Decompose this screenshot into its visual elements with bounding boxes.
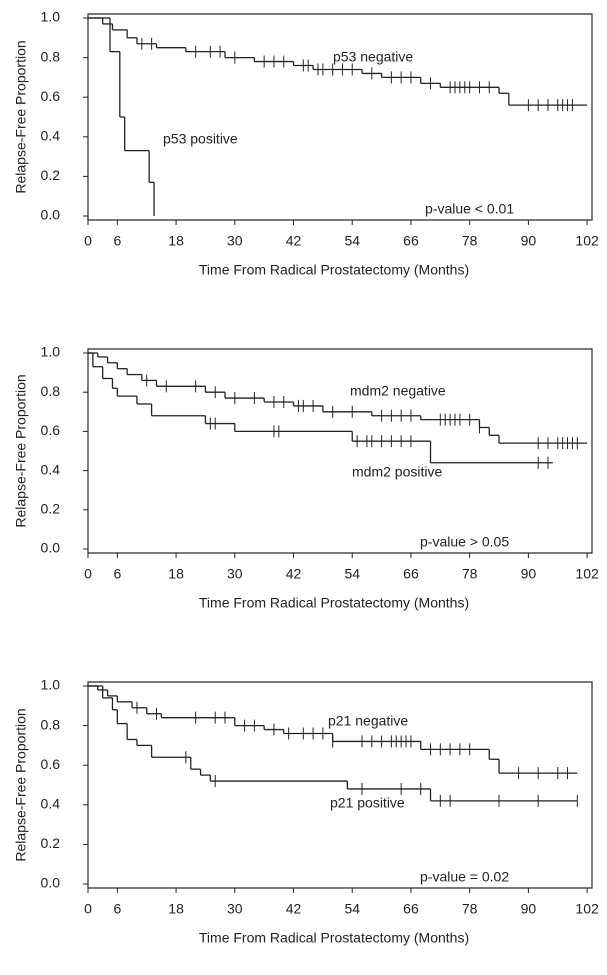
x-tick-label: 18 (168, 233, 184, 249)
y-axis-title: Relapse-Free Proportion (13, 708, 29, 861)
x-tick-label: 18 (168, 901, 184, 917)
x-tick-label: 18 (168, 566, 184, 582)
y-axis-title: Relapse-Free Proportion (13, 40, 29, 193)
y-tick-label: 1.0 (41, 9, 61, 25)
x-tick-label: 42 (286, 566, 302, 582)
y-tick-label: 0.0 (41, 207, 61, 223)
series-label: p53 positive (163, 131, 238, 147)
x-tick-label: 0 (84, 901, 92, 917)
x-tick-label: 0 (84, 233, 92, 249)
x-tick-label: 102 (575, 901, 599, 917)
annotation: p-value = 0.02 (420, 869, 509, 885)
y-tick-label: 0.2 (41, 501, 61, 517)
x-tick-label: 78 (462, 901, 478, 917)
x-tick-label: 0 (84, 566, 92, 582)
x-tick-label: 90 (521, 233, 537, 249)
y-tick-label: 0.6 (41, 756, 61, 772)
x-tick-label: 30 (227, 566, 243, 582)
annotation: p-value < 0.01 (425, 201, 514, 217)
x-axis-title: Time From Radical Prostatectomy (Months) (199, 930, 469, 946)
y-tick-label: 0.8 (41, 48, 61, 64)
y-tick-label: 0.8 (41, 383, 61, 399)
x-tick-label: 30 (227, 901, 243, 917)
x-tick-label: 42 (286, 233, 302, 249)
y-tick-label: 0.4 (41, 128, 61, 144)
x-axis-title: Time From Radical Prostatectomy (Months) (199, 595, 469, 611)
series-label: p21 positive (330, 795, 405, 811)
x-tick-label: 54 (344, 901, 360, 917)
x-tick-label: 102 (575, 566, 599, 582)
y-tick-label: 1.0 (41, 344, 61, 360)
y-tick-label: 0.4 (41, 796, 61, 812)
series-label: p21 negative (328, 713, 408, 729)
x-tick-label: 6 (113, 566, 121, 582)
x-tick-label: 90 (521, 901, 537, 917)
x-tick-label: 66 (403, 566, 419, 582)
series-label: p53 negative (333, 49, 413, 65)
x-tick-label: 66 (403, 901, 419, 917)
x-tick-label: 90 (521, 566, 537, 582)
plot-frame (87, 13, 593, 221)
x-tick-label: 42 (286, 901, 302, 917)
plot-frame (87, 681, 593, 889)
x-tick-label: 6 (113, 233, 121, 249)
plot-frame (87, 348, 593, 554)
x-tick-label: 78 (462, 233, 478, 249)
series-label: mdm2 positive (352, 464, 442, 480)
y-tick-label: 0.6 (41, 422, 61, 438)
x-tick-label: 66 (403, 233, 419, 249)
y-tick-label: 0.6 (41, 88, 61, 104)
x-axis-title: Time From Radical Prostatectomy (Months) (199, 262, 469, 278)
y-tick-label: 0.0 (41, 540, 61, 556)
x-tick-label: 102 (575, 233, 599, 249)
x-tick-label: 30 (227, 233, 243, 249)
x-tick-label: 6 (113, 901, 121, 917)
annotation: p-value > 0.05 (420, 534, 509, 550)
y-tick-label: 0.4 (41, 461, 61, 477)
y-tick-label: 0.8 (41, 716, 61, 732)
x-tick-label: 78 (462, 566, 478, 582)
y-tick-label: 1.0 (41, 677, 61, 693)
y-axis-title: Relapse-Free Proportion (13, 374, 29, 527)
x-tick-label: 54 (344, 566, 360, 582)
y-tick-label: 0.2 (41, 167, 61, 183)
y-tick-label: 0.0 (41, 875, 61, 891)
x-tick-label: 54 (344, 233, 360, 249)
y-tick-label: 0.2 (41, 835, 61, 851)
series-label: mdm2 negative (350, 383, 446, 399)
